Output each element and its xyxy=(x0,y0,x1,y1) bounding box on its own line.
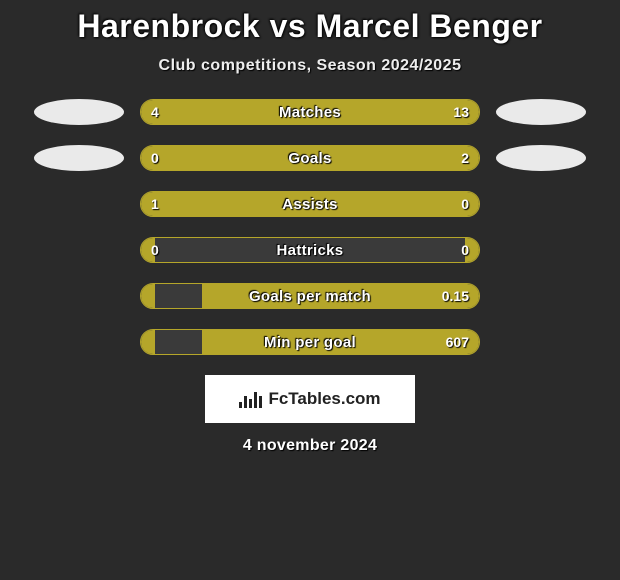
stat-bar: 0.15Goals per match xyxy=(140,283,480,309)
avatar-spacer xyxy=(496,191,586,217)
stat-bar: 10Assists xyxy=(140,191,480,217)
stat-row: 607Min per goal xyxy=(0,329,620,355)
stat-row: 413Matches xyxy=(0,99,620,125)
page-title: Harenbrock vs Marcel Benger xyxy=(0,8,620,45)
stat-label: Matches xyxy=(141,100,479,124)
avatar-spacer xyxy=(34,329,124,355)
stat-row: 00Hattricks xyxy=(0,237,620,263)
avatar-spacer xyxy=(496,283,586,309)
player-left-avatar xyxy=(34,145,124,171)
stat-row: 10Assists xyxy=(0,191,620,217)
subtitle: Club competitions, Season 2024/2025 xyxy=(0,57,620,75)
logo-text: FcTables.com xyxy=(268,389,380,409)
date-line: 4 november 2024 xyxy=(0,437,620,455)
stat-label: Goals xyxy=(141,146,479,170)
avatar-spacer xyxy=(496,237,586,263)
player-left-avatar xyxy=(34,99,124,125)
stat-bar: 00Hattricks xyxy=(140,237,480,263)
avatar-spacer xyxy=(34,237,124,263)
player-right-avatar xyxy=(496,145,586,171)
stat-label: Min per goal xyxy=(141,330,479,354)
comparison-card: Harenbrock vs Marcel Benger Club competi… xyxy=(0,0,620,455)
bar-chart-icon xyxy=(239,390,262,408)
player-right-avatar xyxy=(496,99,586,125)
stat-label: Goals per match xyxy=(141,284,479,308)
stat-label: Hattricks xyxy=(141,238,479,262)
stat-row: 02Goals xyxy=(0,145,620,171)
stat-row: 0.15Goals per match xyxy=(0,283,620,309)
stat-rows: 413Matches 02Goals 10Assists 00Hattricks 0.1… xyxy=(0,99,620,355)
stat-bar: 607Min per goal xyxy=(140,329,480,355)
stat-label: Assists xyxy=(141,192,479,216)
avatar-spacer xyxy=(496,329,586,355)
stat-bar: 413Matches xyxy=(140,99,480,125)
avatar-spacer xyxy=(34,283,124,309)
avatar-spacer xyxy=(34,191,124,217)
stat-bar: 02Goals xyxy=(140,145,480,171)
fctables-logo[interactable]: FcTables.com xyxy=(205,375,415,423)
